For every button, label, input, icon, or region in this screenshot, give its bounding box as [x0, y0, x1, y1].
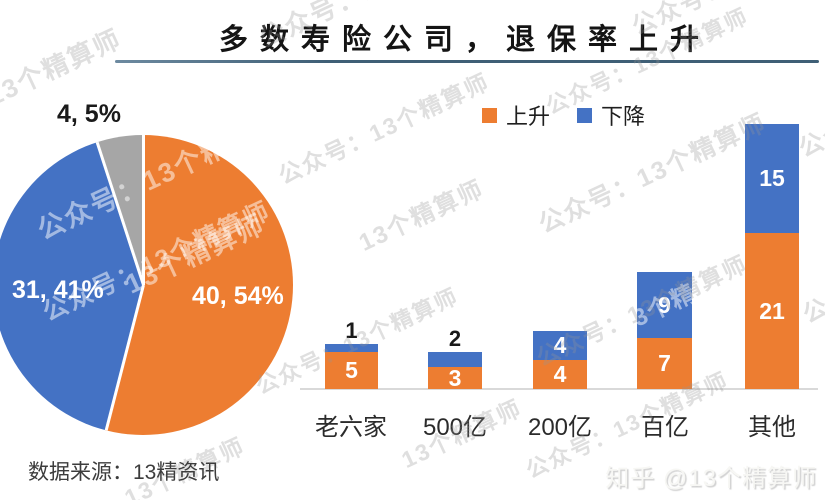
bar-segment-fall: [428, 352, 482, 367]
category-label: 其他: [748, 414, 796, 441]
bar-segment-rise: 5: [325, 352, 378, 389]
watermark-text: 公众号：13个精算师: [798, 203, 825, 329]
bar-value-rise: 21: [759, 297, 785, 324]
bar-segment-fall: 9: [637, 272, 692, 338]
pie-label-rise: 40, 54%: [192, 282, 284, 310]
bar-segment-fall: 4: [533, 331, 587, 360]
category-label: 500亿: [422, 414, 488, 441]
x-axis-line: [300, 388, 818, 390]
bar-value-fall: 2: [448, 326, 462, 351]
bar-value-rise: 7: [658, 350, 671, 376]
bar-value-fall: 15: [759, 165, 785, 191]
pie-separator: [141, 135, 145, 285]
pie-chart: [0, 135, 293, 435]
bar-value-fall: 9: [658, 291, 671, 318]
bar-segment-rise: 21: [745, 233, 799, 389]
legend-fall-swatch: [577, 107, 593, 123]
pie-label-fall: 31, 41%: [12, 276, 104, 304]
bar-segment-rise: 3: [428, 364, 482, 391]
legend-rise-swatch: [482, 107, 497, 123]
bar-value-rise: 4: [553, 361, 567, 387]
data-source-note: 数据来源：13精资讯: [28, 461, 220, 484]
watermark-text: 13个精算师: [354, 175, 489, 257]
bar-value-rise: 3: [448, 364, 462, 391]
bar-value-fall: 1: [345, 318, 358, 343]
title-underline: [115, 60, 819, 63]
category-label: 百亿: [641, 414, 689, 441]
watermark-text: 公众号：13个精算师: [274, 68, 494, 190]
bar-segment-fall: [325, 344, 378, 352]
bar-value-fall: 4: [553, 332, 567, 358]
category-label: 老六家: [315, 414, 387, 441]
bar-segment-fall: 15: [745, 124, 799, 233]
category-label: 200亿: [527, 414, 593, 441]
pie-label-other: 4, 5%: [57, 100, 121, 128]
legend: 上升 下降: [482, 99, 663, 131]
legend-fall-label: 下降: [601, 104, 646, 129]
bar-segment-rise: 7: [637, 338, 692, 389]
legend-rise-label: 上升: [506, 104, 551, 129]
bar-segment-rise: 4: [533, 360, 587, 389]
page-title: 多数寿险公司，退保率上升: [218, 24, 711, 56]
bar-value-rise: 5: [345, 357, 358, 383]
zhihu-watermark: 知乎 @13个精算师: [605, 465, 817, 492]
